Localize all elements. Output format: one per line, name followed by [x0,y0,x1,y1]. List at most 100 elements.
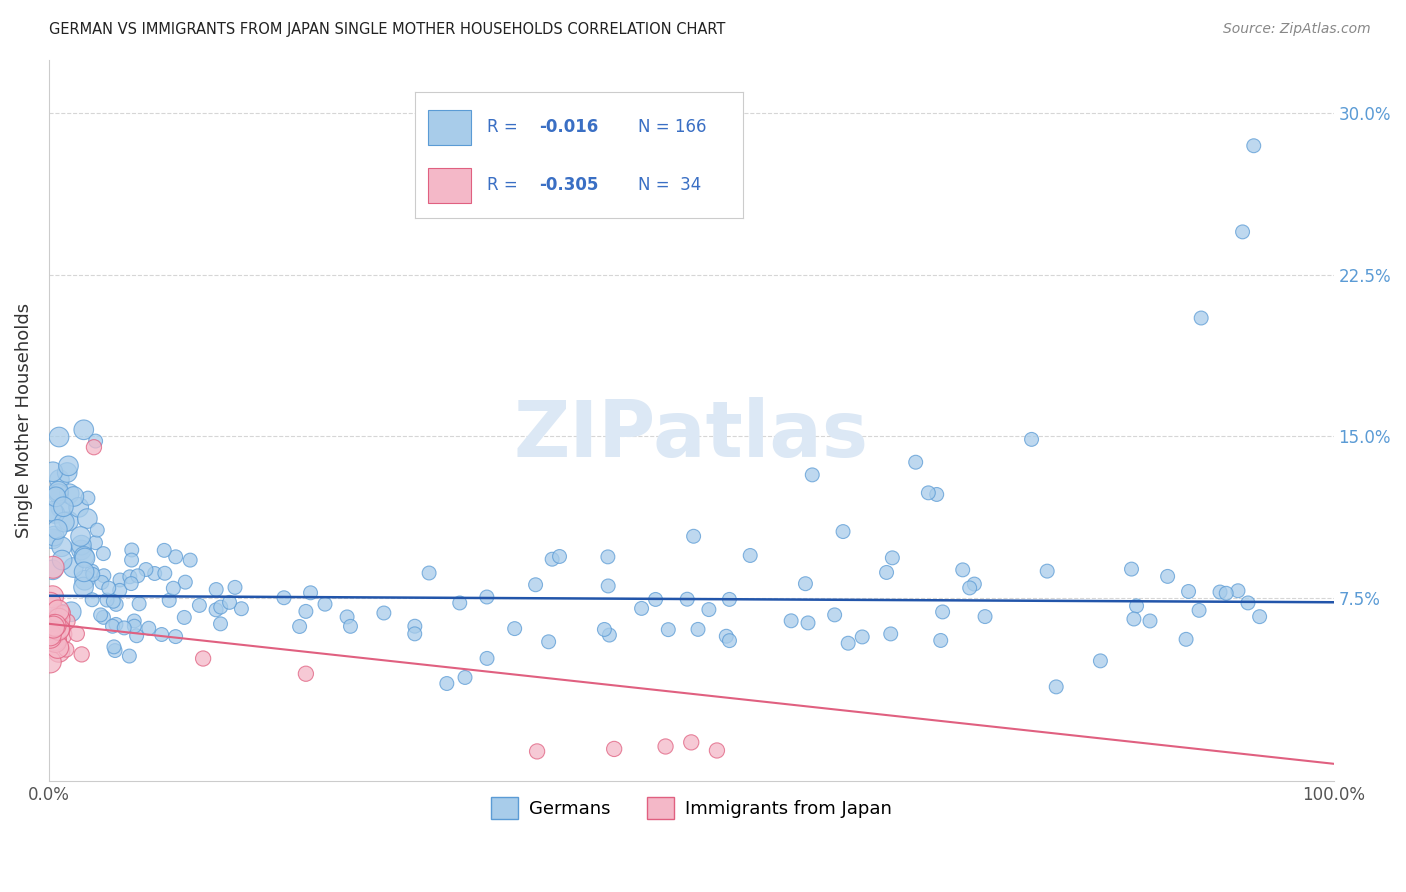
Point [1045,680,1067,694]
Point [904,455,927,469]
Point [39,596,62,610]
Point [39,618,62,632]
Point [404,619,426,633]
Point [1232,225,1254,239]
Point [209,616,232,631]
Point [58,486,80,500]
Point [56,615,79,629]
Point [42,560,65,574]
Point [46,640,69,655]
Point [66,627,89,641]
Point [120,576,142,591]
Point [598,579,620,593]
Point [69,529,91,543]
Point [157,593,180,607]
Point [108,573,131,587]
Point [1189,311,1212,326]
Point [837,636,859,650]
Point [1177,584,1199,599]
Point [165,630,187,644]
Point [449,596,471,610]
Point [797,615,820,630]
Point [174,575,197,590]
Point [118,648,141,663]
Point [541,552,564,566]
Point [72,580,94,594]
Point [436,676,458,690]
Point [1156,569,1178,583]
Point [224,580,246,594]
Point [851,630,873,644]
Point [44,634,66,648]
Point [630,601,652,615]
Point [73,565,96,579]
Point [42,563,65,577]
Point [824,607,846,622]
Point [1175,632,1198,647]
Point [832,524,855,539]
Point [299,586,322,600]
Point [103,594,125,608]
Point [454,670,477,684]
Point [60,605,83,619]
Point [76,511,98,525]
Point [882,550,904,565]
Point [503,622,526,636]
Point [1249,609,1271,624]
Point [73,573,96,587]
Point [84,535,107,549]
Point [162,581,184,595]
Point [314,597,336,611]
Point [794,576,817,591]
Point [97,581,120,595]
Point [598,628,620,642]
Point [101,619,124,633]
Point [44,507,66,521]
Point [58,514,80,528]
Point [143,566,166,581]
Point [55,642,77,657]
Point [150,627,173,641]
Point [112,621,135,635]
Point [73,423,96,437]
Point [1036,564,1059,578]
Point [1243,138,1265,153]
Point [657,623,679,637]
Point [42,620,65,634]
Point [49,627,72,641]
Point [524,578,547,592]
Point [56,466,79,480]
Point [83,440,105,454]
Point [73,549,96,564]
Point [39,628,62,642]
Point [48,486,70,500]
Point [82,592,104,607]
Point [48,430,70,444]
Point [654,739,676,754]
Point [48,484,70,499]
Point [801,467,824,482]
Point [93,547,115,561]
Point [1215,586,1237,600]
Point [138,621,160,635]
Point [1125,599,1147,613]
Point [963,577,986,591]
Point [191,651,214,665]
Point [63,490,86,504]
Point [84,434,107,448]
Point [173,610,195,624]
Point [336,610,359,624]
Point [205,603,228,617]
Point [93,568,115,582]
Point [77,491,100,505]
Point [876,566,898,580]
Point [48,607,70,621]
Point [103,640,125,654]
Point [121,553,143,567]
Point [48,644,70,658]
Point [1188,603,1211,617]
Point [1021,433,1043,447]
Point [108,583,131,598]
Point [86,523,108,537]
Point [418,566,440,580]
